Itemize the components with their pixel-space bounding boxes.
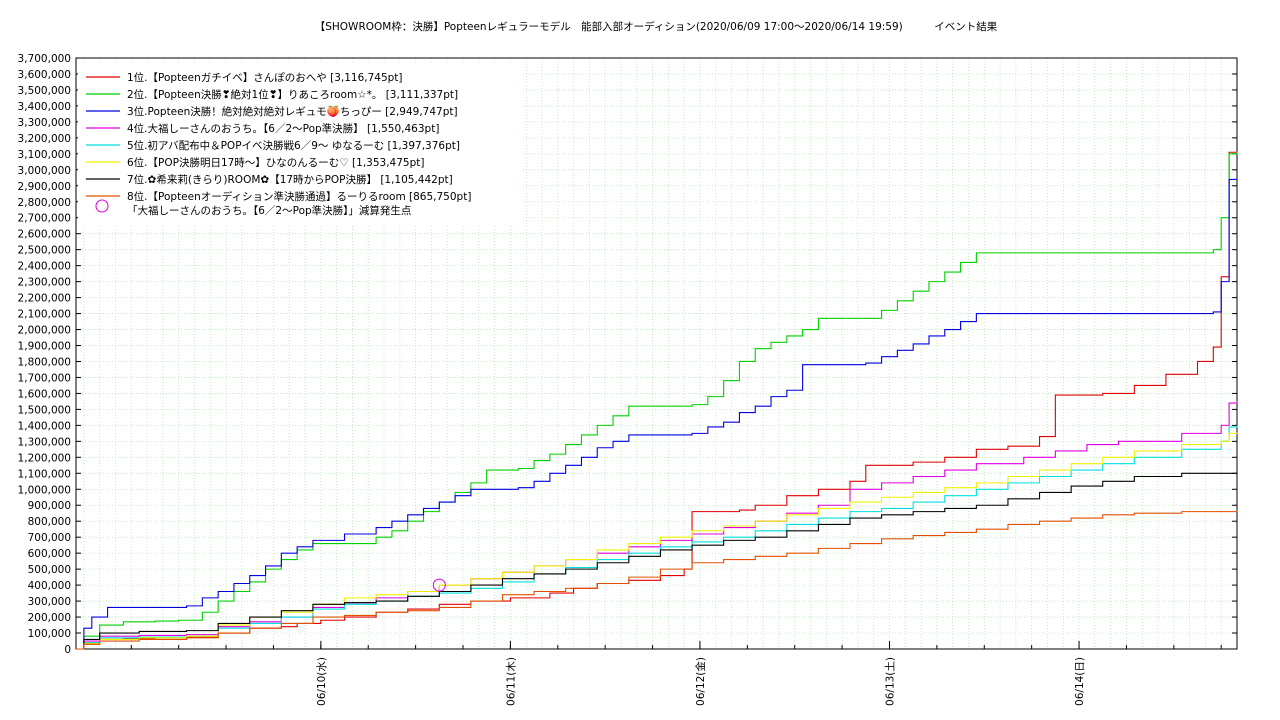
- plot-frame: [75, 57, 1238, 650]
- y-tick-label: 600,000: [28, 548, 71, 560]
- x-tick-label: 06/11(木): [505, 657, 517, 706]
- series-line-8: [76, 510, 1238, 650]
- series-line-5: [76, 425, 1238, 650]
- y-tick-label: 2,500,000: [18, 245, 71, 257]
- y-tick-label: 2,100,000: [18, 309, 71, 321]
- series-lines: [76, 151, 1238, 650]
- y-tick-label: 1,600,000: [18, 388, 71, 400]
- x-tick-label: 06/13(土): [883, 657, 896, 706]
- y-tick-label: 3,300,000: [18, 117, 71, 129]
- y-tick-label: 0: [64, 644, 71, 656]
- y-tick-label: 3,200,000: [18, 133, 71, 145]
- y-tick-label: 1,900,000: [18, 341, 71, 353]
- y-tick-label: 2,700,000: [18, 213, 71, 225]
- y-tick-label: 1,700,000: [18, 372, 71, 384]
- legend-label-4: 4位.大福しーさんのおうち。【6／2〜Pop準決勝】 [1,550,463pt]: [127, 122, 439, 135]
- legend-label-5: 5位.初アバ配布中＆POPイベ決勝戦6／9〜 ゆなるーむ [1,397,376p…: [127, 139, 460, 152]
- y-tick-label: 500,000: [28, 564, 71, 576]
- series-line-4: [76, 401, 1238, 650]
- y-tick-label: 3,400,000: [18, 101, 71, 113]
- y-tick-label: 1,200,000: [18, 452, 71, 464]
- series-line-7: [76, 472, 1238, 650]
- legend-label-8: 8位.【Popteenオーディション準決勝通過】るーりるroom [865,75…: [127, 190, 471, 203]
- legend-annotation-label: 「大福しーさんのおうち。【6／2〜Pop準決勝】」減算発生点: [127, 204, 411, 217]
- legend-label-6: 6位.【POP決勝明日17時〜】ひなのんるーむ♡ [1,353,475pt]: [127, 156, 424, 169]
- annotation-marker: [432, 578, 446, 592]
- legend-label-7: 7位.✿希来莉(きらり)ROOM✿【17時からPOP決勝】 [1,105,442…: [127, 173, 453, 186]
- y-tick-label: 3,100,000: [18, 149, 71, 161]
- series-line-2: [76, 152, 1238, 650]
- y-tick-label: 800,000: [28, 516, 71, 528]
- y-tick-label: 2,800,000: [18, 197, 71, 209]
- legend-annotation-marker: [95, 199, 109, 213]
- x-tick-label: 06/10(水): [316, 657, 328, 706]
- axes: 0 100,000 200,000 300,000 400,000 500,000 600,…: [18, 53, 1238, 706]
- y-tick-label: 1,300,000: [18, 436, 71, 448]
- y-tick-label: 900,000: [28, 500, 71, 512]
- legend-label-3: 3位.Popteen決勝！絶対絶対絶対レギュモ🍑ちっぴー [2,949,747p…: [127, 105, 458, 118]
- y-tick-label: 2,200,000: [18, 293, 71, 305]
- y-tick-label: 1,000,000: [18, 484, 71, 496]
- y-tick-label: 400,000: [28, 580, 71, 592]
- y-tick-label: 1,500,000: [18, 404, 71, 416]
- x-tick-label: 06/14(日): [1074, 657, 1086, 706]
- y-tick-label: 3,000,000: [18, 165, 71, 177]
- x-tick-label: 06/12(金): [694, 657, 707, 706]
- y-tick-label: 2,900,000: [18, 181, 71, 193]
- chart-title: 【SHOWROOM枠：決勝】Popteenレギュラーモデル 能部入部オーディショ…: [315, 20, 998, 33]
- y-tick-label: 1,100,000: [18, 468, 71, 480]
- y-tick-label: 3,700,000: [18, 53, 71, 65]
- y-tick-label: 1,800,000: [18, 356, 71, 368]
- y-tick-label: 3,500,000: [18, 85, 71, 97]
- legend-background: [78, 64, 523, 224]
- y-tick-label: 2,000,000: [18, 325, 71, 337]
- y-tick-label: 2,600,000: [18, 229, 71, 241]
- y-tick-label: 3,600,000: [18, 69, 71, 81]
- y-tick-label: 300,000: [28, 596, 71, 608]
- y-tick-label: 700,000: [28, 532, 71, 544]
- legend: 1位.【Popteenガチイベ】さんぽのおへや [3,116,745pt] 2位.…: [78, 64, 523, 224]
- y-tick-label: 2,400,000: [18, 261, 71, 273]
- y-tick-label: 2,300,000: [18, 277, 71, 289]
- y-tick-label: 1,400,000: [18, 420, 71, 432]
- legend-label-2: 2位.【Popteen決勝❣絶対1位❣】りあころroom☆*。 [3,111,3…: [127, 88, 458, 101]
- legend-label-1: 1位.【Popteenガチイベ】さんぽのおへや [3,116,745pt]: [127, 71, 403, 84]
- y-tick-label: 200,000: [28, 612, 71, 624]
- series-line-3: [76, 177, 1238, 650]
- y-tick-label: 100,000: [28, 628, 71, 640]
